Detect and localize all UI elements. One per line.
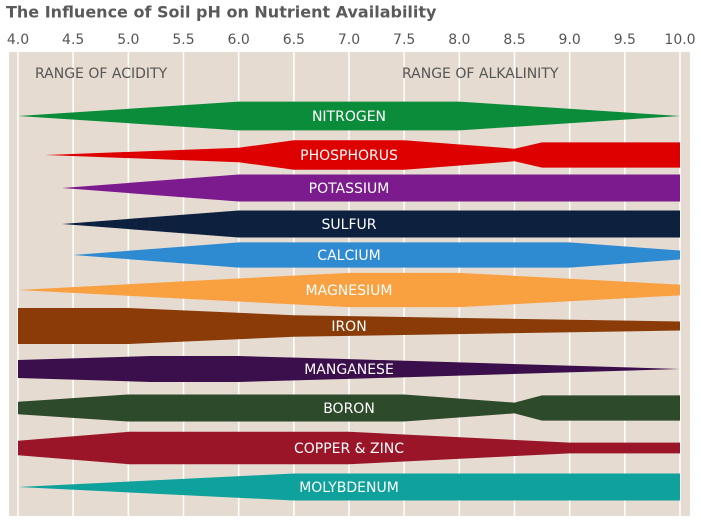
nutrient-band <box>62 210 680 238</box>
x-tick-label: 5.0 <box>117 32 139 48</box>
nutrient-label: MOLYBDENUM <box>299 480 399 496</box>
x-tick-label: 4.0 <box>7 32 29 48</box>
nutrient-label: CALCIUM <box>317 248 380 264</box>
x-tick-label: 9.0 <box>559 32 581 48</box>
nutrient-label: MANGANESE <box>304 362 394 378</box>
nutrient-label: POTASSIUM <box>309 181 390 197</box>
nutrient-band <box>18 394 680 422</box>
x-tick-label: 6.0 <box>228 32 250 48</box>
nutrient-band <box>18 308 680 344</box>
nutrient-label: COPPER & ZINC <box>294 441 404 457</box>
annotation: RANGE OF ACIDITY <box>35 66 168 82</box>
nutrient-label: MAGNESIUM <box>306 283 393 299</box>
nutrient-band <box>18 272 680 308</box>
x-tick-label: 6.5 <box>283 32 305 48</box>
x-tick-label: 10.0 <box>664 32 695 48</box>
x-tick-label: 8.0 <box>448 32 470 48</box>
nutrient-label: BORON <box>323 401 375 417</box>
nutrient-band <box>18 431 680 465</box>
nutrient-band <box>18 101 680 131</box>
nutrient-label: NITROGEN <box>312 109 386 125</box>
nutrient-band <box>18 473 680 501</box>
chart-title: The Influence of Soil pH on Nutrient Ava… <box>6 3 437 22</box>
nutrient-band <box>18 356 680 382</box>
x-tick-label: 7.0 <box>338 32 360 48</box>
x-tick-label: 7.5 <box>393 32 415 48</box>
nutrient-band <box>62 174 680 202</box>
nutrient-label: PHOSPHORUS <box>300 148 398 164</box>
x-tick-label: 9.5 <box>614 32 636 48</box>
nutrient-band <box>45 140 681 170</box>
x-tick-label: 8.5 <box>503 32 525 48</box>
nutrient-band <box>73 242 680 268</box>
x-tick-label: 4.5 <box>62 32 84 48</box>
annotation: RANGE OF ALKALINITY <box>402 66 559 82</box>
nutrient-label: IRON <box>331 319 366 335</box>
nutrient-label: SULFUR <box>322 217 377 233</box>
x-tick-label: 5.5 <box>172 32 194 48</box>
